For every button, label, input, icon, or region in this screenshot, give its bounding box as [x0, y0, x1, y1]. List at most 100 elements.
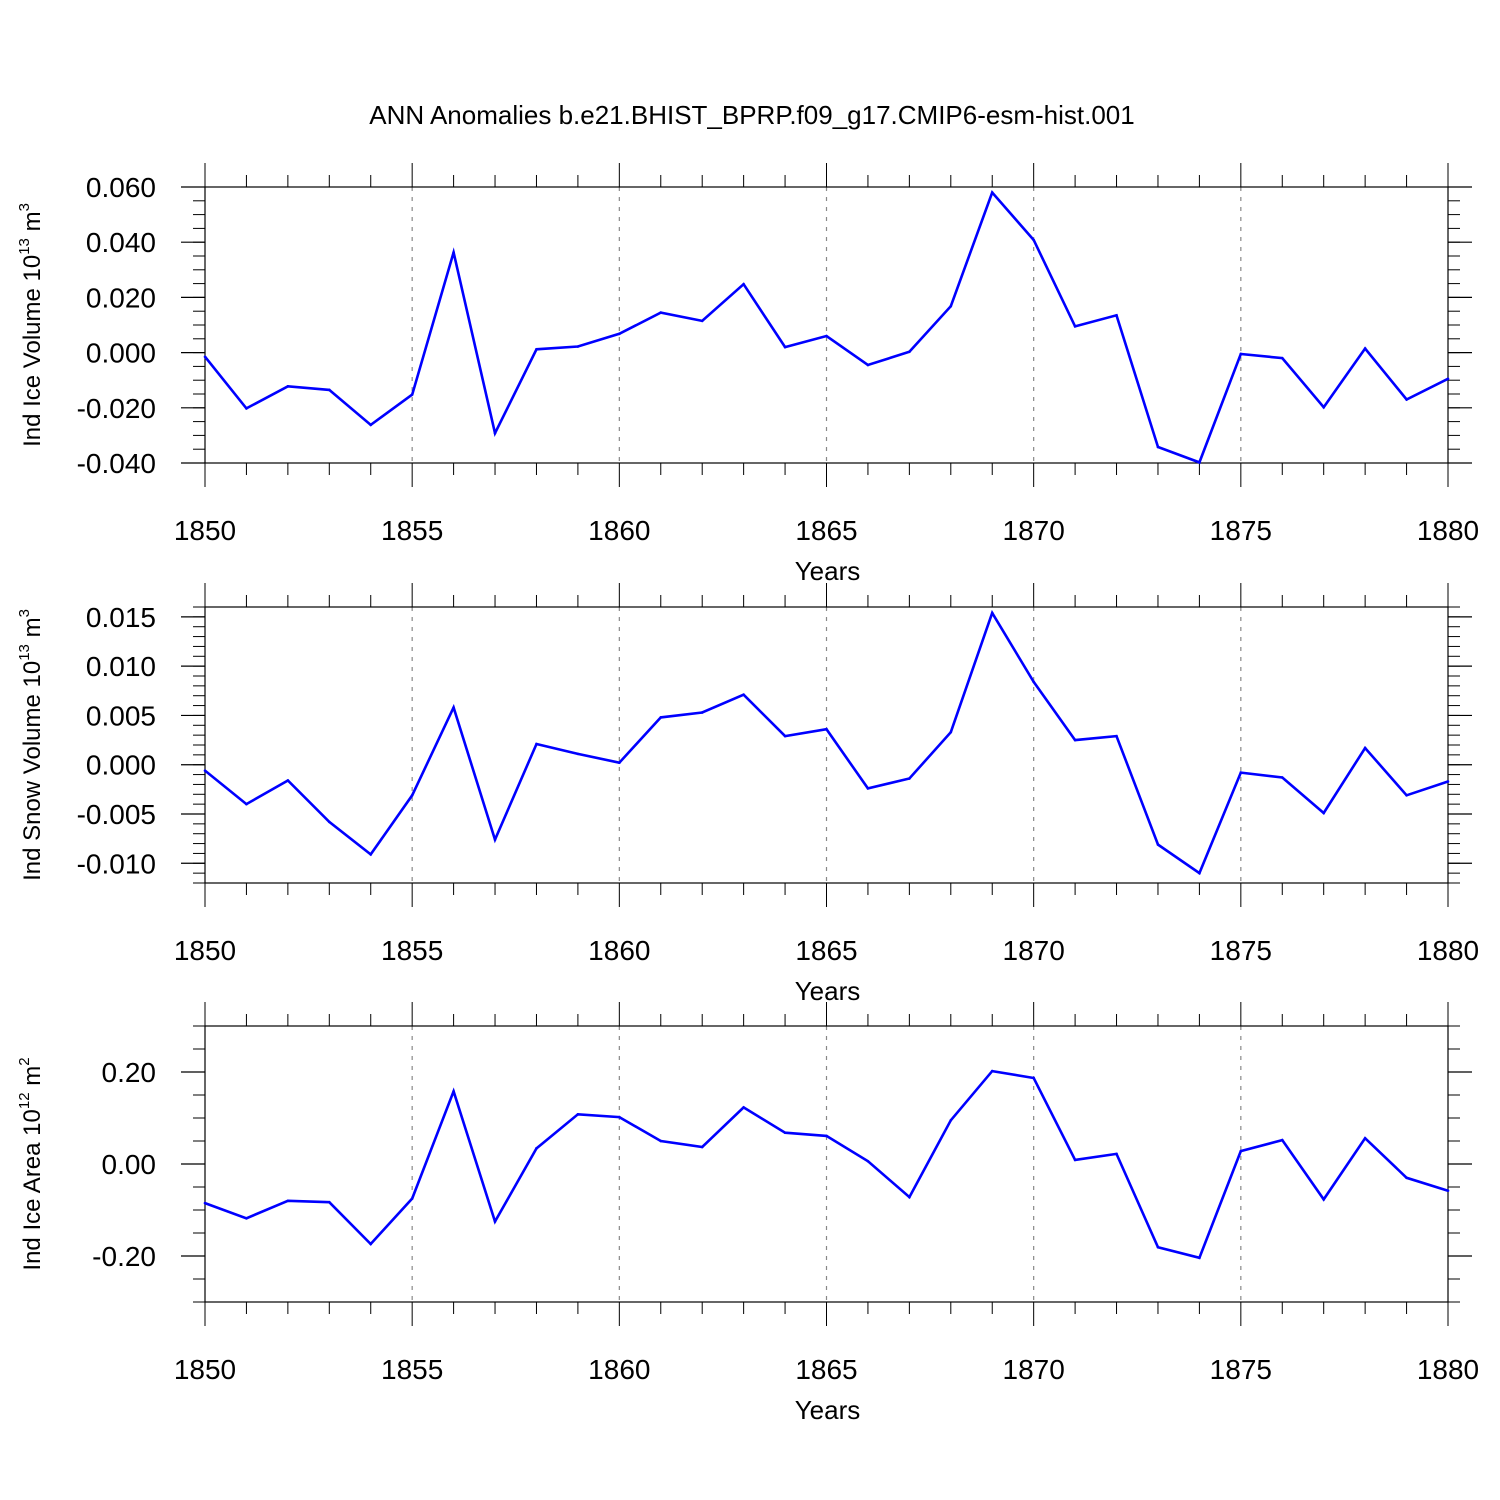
x-tick-label: 1870	[1003, 1354, 1065, 1385]
y-tick-label: -0.010	[77, 848, 156, 879]
data-point	[742, 693, 745, 697]
panel-ice-volume: -0.040 -0.020 0.000 0.020 0.040 0.060 1850 1855…	[16, 163, 1479, 586]
y-tick-label: 0.20	[102, 1057, 157, 1088]
data-point	[866, 363, 870, 367]
data-point	[493, 838, 497, 841]
x-tick-label: 1875	[1210, 935, 1272, 966]
data-point	[783, 345, 787, 349]
data-point	[1446, 377, 1450, 381]
data-point	[203, 355, 207, 359]
data-point	[1239, 1149, 1243, 1153]
data-point	[825, 1134, 828, 1138]
data-point	[493, 431, 497, 435]
panel-snow-volume: -0.010 -0.005 0.000 0.005 0.010 0.015 1850 1855…	[16, 583, 1479, 1006]
x-tick-label: 1875	[1210, 515, 1272, 546]
data-point	[576, 345, 580, 348]
data-point	[328, 1200, 331, 1204]
data-point	[1446, 1189, 1450, 1192]
chart-title: ANN Anomalies b.e21.BHIST_BPRP.f09_g17.C…	[369, 100, 1134, 130]
y-tick-label: 0.020	[86, 282, 156, 313]
data-point	[742, 282, 745, 286]
data-point	[1239, 352, 1243, 356]
x-tick-label: 1880	[1417, 935, 1479, 966]
data-point	[742, 1106, 745, 1109]
x-tick-label: 1855	[381, 935, 443, 966]
data-point	[700, 319, 704, 323]
y-tick-label: -0.005	[77, 799, 156, 830]
data-point	[410, 793, 414, 797]
data-point	[369, 853, 373, 856]
data-point	[618, 761, 621, 765]
data-point	[452, 1090, 455, 1093]
data-point	[1032, 238, 1035, 242]
data-point	[1198, 1256, 1201, 1260]
y-axis-label: Ind Ice Volume 1013 m3	[16, 203, 46, 447]
data-point	[452, 706, 455, 709]
data-point	[1073, 325, 1077, 328]
data-point	[1239, 771, 1243, 774]
y-tick-label: -0.040	[77, 448, 156, 479]
data-point	[1115, 314, 1118, 317]
data-point	[535, 742, 538, 746]
x-tick-label: 1865	[795, 1354, 857, 1385]
data-point	[1115, 1152, 1118, 1156]
data-point	[328, 388, 331, 392]
data-point	[783, 734, 787, 738]
y-tick-label: 0.010	[86, 651, 156, 682]
data-point	[1363, 347, 1367, 350]
data-point	[1073, 1158, 1077, 1162]
data-point	[1405, 793, 1408, 797]
x-tick-label: 1875	[1210, 1354, 1272, 1385]
data-point	[410, 1197, 414, 1200]
data-point	[949, 304, 953, 308]
data-point	[493, 1220, 497, 1223]
x-tick-label: 1865	[795, 935, 857, 966]
data-point	[369, 423, 373, 427]
data-point	[990, 191, 994, 194]
data-point	[1198, 871, 1201, 875]
data-point	[659, 1139, 663, 1143]
data-point	[949, 1119, 953, 1122]
data-point	[1073, 738, 1077, 742]
x-tick-label: 1870	[1003, 515, 1065, 546]
data-point	[286, 384, 290, 388]
data-point	[535, 347, 538, 351]
x-tick-label: 1860	[588, 935, 650, 966]
y-axis-label: Ind Ice Area 1012 m2	[16, 1057, 46, 1270]
x-tick-label: 1850	[174, 1354, 236, 1385]
x-tick-label: 1860	[588, 1354, 650, 1385]
y-tick-label: 0.040	[86, 227, 156, 258]
x-axis-label: Years	[795, 1395, 861, 1425]
data-point	[1032, 1076, 1035, 1080]
data-point	[245, 802, 248, 806]
data-point	[286, 779, 290, 782]
data-point	[576, 1113, 580, 1116]
data-point	[286, 1199, 290, 1203]
data-point	[1198, 461, 1201, 464]
data-point	[990, 611, 994, 615]
data-point	[618, 332, 621, 336]
data-point	[825, 334, 828, 338]
data-point	[1363, 746, 1367, 750]
data-point	[1280, 1138, 1284, 1142]
data-point	[1322, 811, 1325, 815]
data-point	[825, 727, 828, 731]
data-point	[949, 730, 953, 734]
data-point	[1322, 405, 1325, 409]
y-tick-label: 0.060	[86, 172, 156, 203]
data-point	[328, 820, 331, 824]
panel-ice-area: -0.20 0.00 0.20 1850 1855 1860 1865 1870 1875 188…	[16, 1002, 1479, 1425]
x-tick-label: 1860	[588, 515, 650, 546]
x-tick-label: 1855	[381, 515, 443, 546]
data-point	[245, 407, 248, 410]
data-point	[618, 1115, 621, 1119]
x-tick-label: 1850	[174, 515, 236, 546]
data-point	[908, 1195, 911, 1199]
x-tick-label: 1880	[1417, 515, 1479, 546]
data-point	[1322, 1198, 1325, 1201]
data-point	[203, 1201, 207, 1205]
x-tick-label: 1855	[381, 1354, 443, 1385]
data-point	[535, 1147, 538, 1150]
data-point	[203, 769, 207, 772]
